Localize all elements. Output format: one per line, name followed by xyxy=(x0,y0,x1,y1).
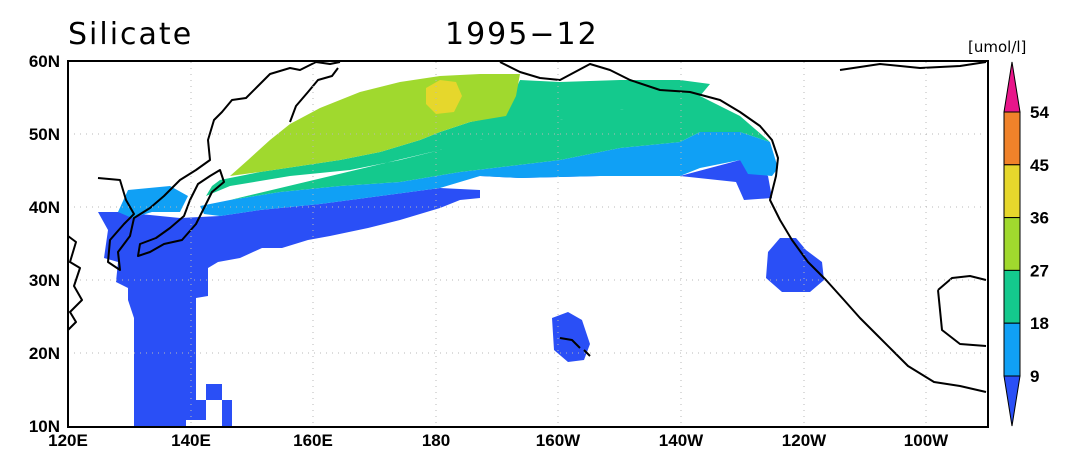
colorbar-segment xyxy=(1003,164,1021,219)
colorbar-bottom-triangle xyxy=(1003,375,1021,427)
x-tick-label: 160W xyxy=(536,431,581,450)
coastline-hawaii xyxy=(559,337,591,357)
y-tick-label: 40N xyxy=(29,198,60,217)
colorbar-tick-label: 45 xyxy=(1030,156,1049,175)
y-axis: 10N 20N 30N 40N 50N 60N xyxy=(29,52,60,436)
field-level-9-18 xyxy=(118,132,778,218)
colorbar-segment xyxy=(1003,322,1021,377)
field-level-18-27 xyxy=(206,80,770,200)
colorbar-units: [umol/l] xyxy=(968,38,1026,56)
colorbar-top-triangle xyxy=(1003,61,1021,113)
x-tick-label: 160E xyxy=(293,431,333,450)
x-tick-label: 120E xyxy=(48,431,88,450)
variable-title: Silicate xyxy=(68,17,193,52)
x-tick-label: 100W xyxy=(904,431,949,450)
x-tick-label: 140E xyxy=(171,431,211,450)
coastline-america xyxy=(499,61,987,393)
y-tick-label: 60N xyxy=(29,52,60,71)
colorbar-tick-label: 18 xyxy=(1030,314,1049,333)
field-level-below-9 xyxy=(76,160,824,426)
grid xyxy=(68,62,986,426)
colorbar-segment xyxy=(1003,269,1021,324)
coastlines xyxy=(67,61,987,393)
x-tick-label: 180 xyxy=(422,431,450,450)
coastline-japan xyxy=(137,169,225,257)
colorbar: 9 18 27 36 45 54 xyxy=(1003,61,1049,427)
silicate-field xyxy=(68,61,988,427)
y-tick-label: 50N xyxy=(29,125,60,144)
y-tick-label: 30N xyxy=(29,271,60,290)
x-tick-label: 140W xyxy=(659,431,704,450)
colorbar-tick-label: 54 xyxy=(1030,103,1049,122)
coastline-asia xyxy=(67,61,341,331)
colorbar-segment xyxy=(1003,111,1021,166)
colorbar-tick-label: 36 xyxy=(1030,209,1049,228)
colorbar-segment xyxy=(1003,217,1021,271)
colorbar-tick-label: 27 xyxy=(1030,261,1049,280)
field-level-36-45 xyxy=(426,80,462,114)
y-tick-label: 10N xyxy=(29,417,60,436)
y-tick-label: 20N xyxy=(29,344,60,363)
date-title: 1995−12 xyxy=(445,17,599,52)
x-axis: 120E 140E 160E 180 160W 140W 120W 100W xyxy=(48,431,949,450)
colorbar-tick-label: 9 xyxy=(1030,367,1039,386)
plot-frame xyxy=(67,60,989,428)
x-tick-label: 120W xyxy=(782,431,827,450)
